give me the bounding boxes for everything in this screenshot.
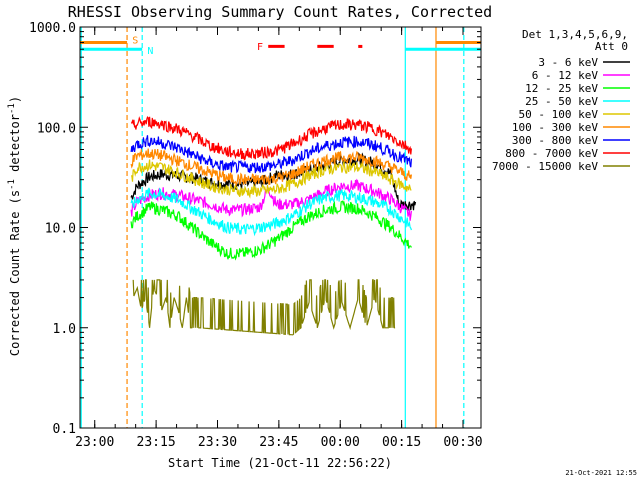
- legend-label-4: 50 - 100 keV: [519, 108, 599, 121]
- series-line-2: [130, 200, 412, 261]
- series-line-4: [130, 159, 412, 199]
- series-line-8: [132, 279, 396, 336]
- plot-area: SN F: [80, 27, 481, 428]
- y-axis-label-end: ): [8, 96, 22, 103]
- y-axis-label-sup2: -1: [7, 103, 17, 114]
- series-line-5: [130, 148, 412, 187]
- legend-header-line1: Det 1,3,4,5,6,9,: [522, 28, 628, 41]
- x-tick-label-4: 00:00: [321, 435, 360, 450]
- y-axis-label-main: Corrected Count Rate (s: [8, 190, 22, 356]
- y-tick-label-4: 1000.0: [29, 21, 76, 36]
- y-tick-label-2: 10.0: [45, 222, 76, 237]
- y-axis-label: Corrected Count Rate (s-1 detector-1): [7, 96, 22, 356]
- legend-label-5: 100 - 300 keV: [512, 121, 598, 134]
- legend-label-1: 6 - 12 keV: [532, 69, 599, 82]
- x-tick-label-2: 23:30: [198, 435, 237, 450]
- legend-label-2: 12 - 25 keV: [525, 82, 598, 95]
- y-tick-label-0: 0.1: [53, 422, 76, 437]
- legend-label-7: 800 - 7000 keV: [505, 147, 598, 160]
- y-axis-label-sup1: -1: [7, 179, 17, 190]
- series-line-6: [130, 135, 412, 174]
- series-line-7: [131, 116, 412, 161]
- generation-timestamp: 21-Oct-2021 12:55: [565, 469, 637, 477]
- legend-label-6: 300 - 800 keV: [512, 134, 598, 147]
- flag-label-1: N: [147, 46, 153, 57]
- y-axis-label-mid: detector: [8, 114, 22, 179]
- legend-label-0: 3 - 6 keV: [538, 56, 598, 69]
- x-tick-label-1: 23:15: [137, 435, 176, 450]
- y-tick-label-1: 1.0: [53, 322, 76, 337]
- y-tick-label-3: 100.0: [37, 121, 76, 136]
- flag-label-2: F: [257, 42, 263, 53]
- legend-header-line2: Att 0: [595, 40, 628, 53]
- legend-label-8: 7000 - 15000 keV: [492, 160, 598, 173]
- x-tick-label-3: 23:45: [259, 435, 298, 450]
- x-tick-label-6: 00:30: [443, 435, 482, 450]
- series-line-3: [130, 187, 412, 237]
- flag-label-0: S: [132, 36, 138, 47]
- x-tick-label-5: 00:15: [382, 435, 421, 450]
- x-tick-label-0: 23:00: [75, 435, 114, 450]
- chart-title: RHESSI Observing Summary Count Rates, Co…: [68, 3, 492, 21]
- axes: 0.1 1.0 10.0 100.0 1000.0 23:00 23:15 23:30 23:4…: [29, 21, 483, 450]
- x-axis-label: Start Time (21-Oct-11 22:56:22): [168, 456, 392, 470]
- legend-label-3: 25 - 50 keV: [525, 95, 598, 108]
- svg-text:Corrected Count Rate (s-1 dete: Corrected Count Rate (s-1 detector-1): [7, 96, 22, 356]
